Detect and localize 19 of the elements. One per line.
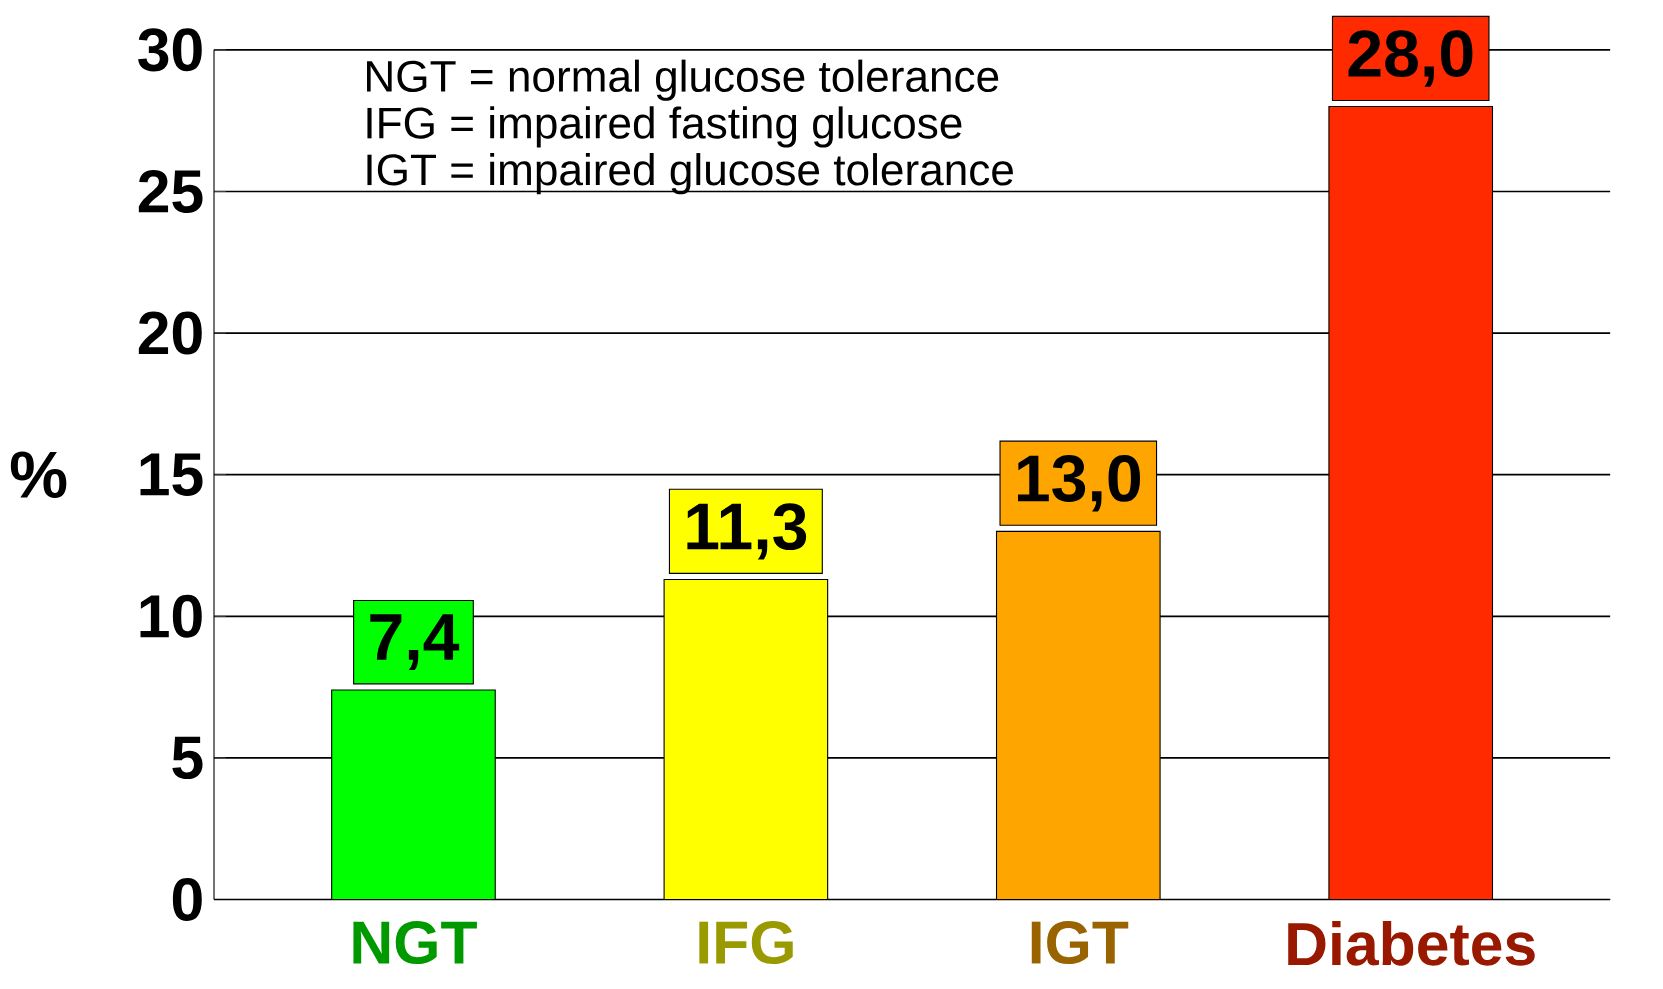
x-tick-label: IGT xyxy=(1031,920,1129,964)
data-label: 28,0 xyxy=(1348,30,1473,87)
x-tick-label: NGT xyxy=(353,920,477,964)
y-tick-label: 5 xyxy=(172,736,203,779)
x-tick-label: Diabetes xyxy=(1288,920,1535,966)
y-tick-label: 15 xyxy=(140,453,203,496)
data-label: 7,4 xyxy=(370,614,460,670)
data-label: 11,3 xyxy=(687,503,807,560)
annotation: IGT = impaired glucose tolerance xyxy=(367,152,1013,195)
data-label: 13,0 xyxy=(1017,454,1141,512)
x-tick-label: IFG xyxy=(699,920,793,964)
annotation: IFG = impaired fasting glucose xyxy=(367,106,962,148)
y-tick-label: 30 xyxy=(138,28,202,72)
y-tick-label: 0 xyxy=(172,877,202,921)
y-axis-title: % xyxy=(10,451,67,498)
y-tick-label: 10 xyxy=(140,594,202,638)
y-tick-label: 25 xyxy=(138,169,203,213)
annotation: NGT = normal glucose tolerance xyxy=(367,59,999,101)
y-tick-label: 20 xyxy=(138,311,202,355)
